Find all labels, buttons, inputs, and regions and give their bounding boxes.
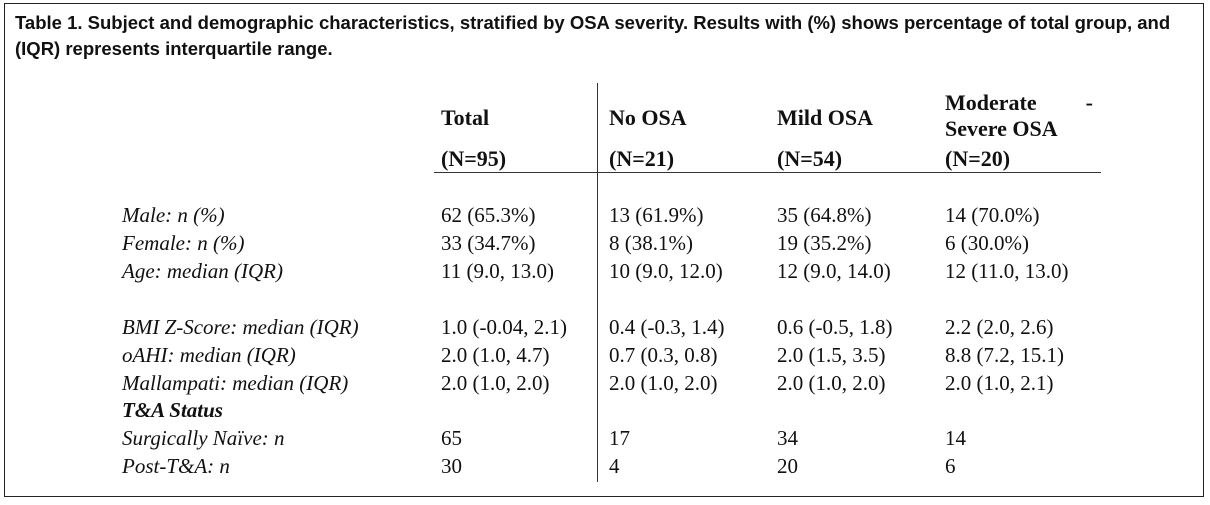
col-header-moderate-severe-osa: Moderate - Severe OSA: [945, 90, 1093, 142]
row-label-post-ta: Post-T&A: n: [122, 454, 230, 478]
cell-bmi-total: 1.0 (-0.04, 2.1): [441, 315, 567, 339]
col-header-no-osa: No OSA: [609, 105, 687, 130]
cell-oahi-total: 2.0 (1.0, 4.7): [441, 343, 550, 367]
cell-mallampati-mod-severe: 2.0 (1.0, 2.1): [945, 371, 1054, 395]
cell-bmi-no-osa: 0.4 (-0.3, 1.4): [609, 315, 725, 339]
cell-naive-no-osa: 17: [609, 426, 630, 450]
cell-male-mod-severe: 14 (70.0%): [945, 203, 1040, 227]
cell-naive-total: 65: [441, 426, 462, 450]
cell-bmi-mod-severe: 2.2 (2.0, 2.6): [945, 315, 1054, 339]
col-header-severe-label: Severe OSA: [945, 116, 1058, 141]
cell-female-total: 33 (34.7%): [441, 231, 536, 255]
col-n-moderate-severe-osa: (N=20): [945, 146, 1011, 171]
cell-post-ta-mild: 20: [777, 454, 798, 478]
cell-oahi-no-osa: 0.7 (0.3, 0.8): [609, 343, 718, 367]
cell-male-total: 62 (65.3%): [441, 203, 536, 227]
cell-female-mod-severe: 6 (30.0%): [945, 231, 1029, 255]
cell-mallampati-no-osa: 2.0 (1.0, 2.0): [609, 371, 718, 395]
row-label-surgically-naive: Surgically Naïve: n: [122, 426, 285, 450]
cell-oahi-mod-severe: 8.8 (7.2, 15.1): [945, 343, 1064, 367]
cell-post-ta-mod-severe: 6: [945, 454, 956, 478]
cell-bmi-mild: 0.6 (-0.5, 1.8): [777, 315, 893, 339]
cell-post-ta-total: 30: [441, 454, 462, 478]
col-n-total: (N=95): [441, 146, 507, 171]
col-n-no-osa: (N=21): [609, 146, 675, 171]
table-frame: [4, 3, 1204, 497]
col-header-total: Total: [441, 105, 490, 130]
cell-age-no-osa: 10 (9.0, 12.0): [609, 259, 723, 283]
row-label-age: Age: median (IQR): [122, 259, 283, 283]
row-label-female: Female: n (%): [122, 231, 245, 255]
header-rule: [434, 172, 1101, 173]
row-label-bmi: BMI Z-Score: median (IQR): [122, 315, 359, 339]
table-caption: Table 1. Subject and demographic charact…: [15, 12, 1171, 59]
cell-male-mild: 35 (64.8%): [777, 203, 872, 227]
cell-mallampati-total: 2.0 (1.0, 2.0): [441, 371, 550, 395]
cell-female-no-osa: 8 (38.1%): [609, 231, 693, 255]
row-label-male: Male: n (%): [122, 203, 225, 227]
col-header-dash: -: [1085, 90, 1093, 115]
cell-post-ta-no-osa: 4: [609, 454, 620, 478]
cell-age-total: 11 (9.0, 13.0): [441, 259, 554, 283]
cell-male-no-osa: 13 (61.9%): [609, 203, 704, 227]
cell-mallampati-mild: 2.0 (1.0, 2.0): [777, 371, 886, 395]
column-divider: [597, 83, 598, 482]
col-header-moderate-label: Moderate: [945, 90, 1037, 115]
cell-female-mild: 19 (35.2%): [777, 231, 872, 255]
cell-naive-mod-severe: 14: [945, 426, 966, 450]
cell-age-mod-severe: 12 (11.0, 13.0): [945, 259, 1069, 283]
cell-oahi-mild: 2.0 (1.5, 3.5): [777, 343, 886, 367]
cell-naive-mild: 34: [777, 426, 798, 450]
row-label-ta-status: T&A Status: [122, 398, 223, 422]
row-label-oahi: oAHI: median (IQR): [122, 343, 296, 367]
row-label-mallampati: Mallampati: median (IQR): [122, 371, 349, 395]
cell-age-mild: 12 (9.0, 14.0): [777, 259, 891, 283]
col-n-mild-osa: (N=54): [777, 146, 843, 171]
col-header-mild-osa: Mild OSA: [777, 105, 873, 130]
